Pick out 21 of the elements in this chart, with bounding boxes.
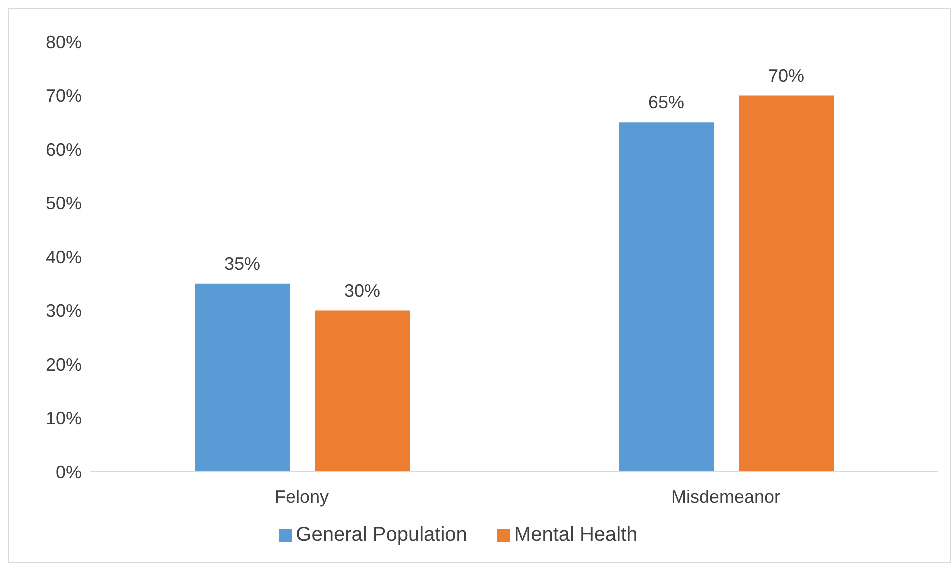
data-label: 65% [648, 92, 685, 113]
legend-label: Mental Health [514, 524, 638, 546]
bar [315, 310, 410, 472]
legend-label: General Population [296, 524, 468, 546]
y-tick-label: 60% [46, 140, 82, 160]
data-label: 70% [768, 66, 805, 86]
bar [739, 96, 834, 472]
x-tick-label: Felony [274, 486, 330, 507]
bar [619, 122, 714, 472]
data-label: 30% [344, 280, 381, 301]
y-tick-label: 70% [46, 86, 82, 106]
y-tick-label: 30% [46, 301, 82, 322]
bar [195, 284, 290, 472]
x-tick-label: Misdemeanor [671, 486, 781, 507]
y-tick-label: 0% [56, 462, 82, 482]
y-tick-label: 40% [46, 247, 82, 268]
data-label: 35% [224, 254, 261, 274]
y-tick-label: 10% [46, 408, 82, 429]
y-tick-label: 50% [46, 194, 82, 214]
y-tick-label: 20% [46, 354, 82, 375]
y-tick-label: 80% [46, 32, 82, 52]
